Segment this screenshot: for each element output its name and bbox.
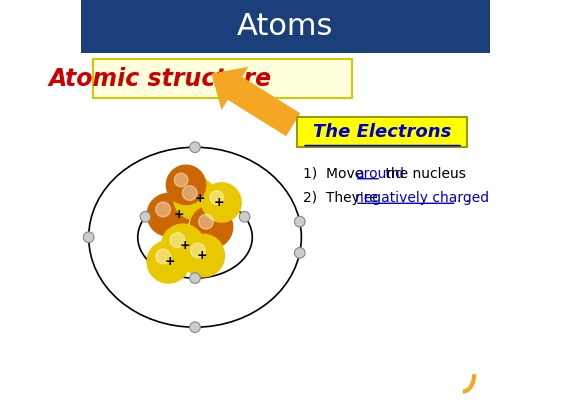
Circle shape [202, 183, 241, 222]
Circle shape [147, 193, 190, 236]
Circle shape [83, 232, 94, 243]
Circle shape [156, 202, 170, 217]
FancyBboxPatch shape [80, 0, 490, 53]
Circle shape [156, 249, 170, 264]
Circle shape [140, 211, 150, 222]
Text: 2)  They're: 2) They're [303, 191, 382, 205]
Circle shape [239, 211, 250, 222]
Text: +: + [173, 208, 184, 221]
Text: The Electrons: The Electrons [313, 123, 451, 141]
Circle shape [190, 322, 200, 333]
Circle shape [182, 186, 197, 200]
Text: +: + [164, 255, 175, 268]
Circle shape [210, 191, 223, 204]
Circle shape [161, 224, 204, 267]
Text: . .: . . [457, 191, 470, 205]
Circle shape [174, 173, 188, 187]
Circle shape [190, 273, 200, 283]
Circle shape [170, 233, 185, 247]
Circle shape [198, 214, 214, 229]
Circle shape [147, 240, 190, 283]
Text: around: around [355, 167, 404, 181]
Text: Atomic structure: Atomic structure [48, 67, 272, 90]
Text: +: + [197, 249, 207, 262]
Text: the nucleus: the nucleus [381, 167, 466, 181]
Circle shape [174, 177, 216, 220]
Text: +: + [194, 192, 205, 205]
Circle shape [166, 165, 206, 204]
Circle shape [295, 216, 305, 227]
Circle shape [190, 142, 200, 153]
Circle shape [182, 234, 225, 277]
Polygon shape [211, 67, 300, 136]
Text: 1)  Move: 1) Move [303, 167, 368, 181]
Text: negatively charged: negatively charged [355, 191, 489, 205]
Text: +: + [213, 196, 224, 209]
FancyBboxPatch shape [93, 59, 352, 98]
Text: Atoms: Atoms [237, 12, 333, 41]
Text: +: + [180, 239, 190, 252]
Circle shape [190, 206, 233, 248]
Circle shape [295, 247, 305, 258]
FancyBboxPatch shape [298, 117, 467, 147]
Circle shape [190, 243, 205, 258]
